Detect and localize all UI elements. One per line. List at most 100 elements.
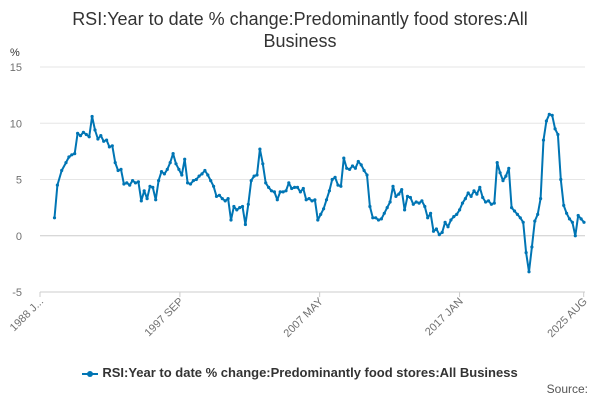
data-point[interactable] [197, 174, 201, 178]
data-point[interactable] [78, 134, 83, 138]
data-point[interactable] [122, 182, 126, 186]
data-point[interactable] [171, 152, 175, 156]
data-point[interactable] [336, 183, 340, 187]
data-point[interactable] [501, 179, 505, 183]
data-point[interactable] [353, 166, 357, 170]
data-point[interactable] [524, 251, 528, 255]
data-point[interactable] [359, 163, 363, 167]
data-point[interactable] [229, 218, 233, 222]
data-point[interactable] [565, 211, 569, 215]
data-point[interactable] [159, 170, 164, 174]
data-point[interactable] [385, 206, 389, 210]
data-point[interactable] [446, 225, 450, 229]
data-point[interactable] [515, 212, 520, 216]
data-point[interactable] [84, 132, 88, 137]
data-point[interactable] [113, 161, 117, 165]
data-point[interactable] [52, 216, 57, 220]
data-point[interactable] [183, 157, 187, 161]
data-point[interactable] [128, 183, 132, 187]
data-point[interactable] [489, 202, 493, 206]
data-point[interactable] [125, 181, 129, 185]
data-point[interactable] [116, 168, 120, 173]
data-point[interactable] [220, 197, 224, 201]
data-point[interactable] [562, 203, 566, 207]
data-point[interactable] [556, 132, 560, 137]
data-point[interactable] [455, 212, 459, 216]
data-point[interactable] [287, 181, 291, 185]
data-point[interactable] [481, 195, 485, 200]
data-point[interactable] [391, 184, 395, 188]
data-point[interactable] [165, 167, 169, 171]
data-point[interactable] [200, 172, 204, 176]
data-point[interactable] [431, 229, 436, 233]
data-point[interactable] [423, 204, 427, 209]
data-point[interactable] [90, 114, 94, 119]
data-point[interactable] [533, 219, 537, 223]
data-point[interactable] [472, 189, 476, 193]
data-point[interactable] [269, 189, 274, 193]
data-point[interactable] [275, 198, 279, 202]
data-point[interactable] [544, 119, 549, 123]
data-point[interactable] [348, 167, 352, 171]
data-point[interactable] [267, 185, 271, 189]
data-point[interactable] [278, 190, 282, 194]
data-point[interactable] [530, 245, 534, 249]
data-point[interactable] [240, 204, 245, 209]
data-point[interactable] [458, 208, 462, 212]
data-point[interactable] [55, 183, 60, 187]
data-point[interactable] [316, 218, 320, 222]
data-point[interactable] [460, 201, 465, 205]
data-point[interactable] [119, 167, 123, 171]
data-point[interactable] [131, 179, 135, 183]
data-point[interactable] [576, 213, 580, 218]
data-point[interactable] [429, 211, 433, 215]
data-point[interactable] [403, 208, 407, 212]
data-point[interactable] [139, 199, 143, 203]
data-point[interactable] [281, 190, 285, 194]
data-point[interactable] [507, 166, 511, 170]
data-point[interactable] [212, 184, 216, 188]
data-point[interactable] [420, 199, 424, 203]
data-point[interactable] [463, 197, 467, 201]
data-point[interactable] [206, 173, 210, 177]
data-point[interactable] [521, 220, 525, 224]
data-point[interactable] [87, 135, 91, 139]
series-points[interactable] [52, 112, 586, 274]
data-point[interactable] [573, 234, 577, 238]
data-point[interactable] [379, 217, 383, 221]
data-point[interactable] [319, 212, 323, 216]
data-point[interactable] [151, 185, 155, 189]
data-point[interactable] [356, 159, 360, 164]
data-point[interactable] [261, 162, 265, 166]
data-point[interactable] [203, 168, 207, 173]
data-point[interactable] [405, 194, 410, 198]
data-point[interactable] [411, 202, 415, 206]
data-point[interactable] [365, 173, 369, 177]
data-point[interactable] [368, 204, 372, 209]
data-point[interactable] [93, 128, 97, 132]
data-point[interactable] [342, 156, 346, 160]
data-point[interactable] [290, 186, 294, 191]
data-point[interactable] [188, 182, 193, 186]
data-point[interactable] [238, 206, 242, 210]
data-point[interactable] [313, 198, 317, 202]
data-point[interactable] [70, 153, 74, 157]
data-point[interactable] [330, 177, 334, 182]
data-point[interactable] [133, 181, 138, 185]
data-point[interactable] [157, 179, 161, 183]
data-point[interactable] [443, 220, 447, 224]
data-point[interactable] [301, 186, 305, 191]
data-point[interactable] [136, 180, 140, 184]
legend-label[interactable]: RSI:Year to date % change:Predominantly … [102, 365, 518, 380]
data-point[interactable] [570, 220, 575, 224]
data-point[interactable] [145, 197, 149, 201]
data-point[interactable] [475, 192, 479, 196]
data-point[interactable] [582, 220, 586, 224]
data-point[interactable] [498, 171, 502, 175]
data-point[interactable] [440, 230, 444, 234]
data-point[interactable] [223, 199, 227, 203]
data-point[interactable] [64, 161, 68, 165]
data-point[interactable] [191, 179, 195, 183]
data-point[interactable] [394, 194, 398, 198]
data-point[interactable] [272, 190, 276, 194]
